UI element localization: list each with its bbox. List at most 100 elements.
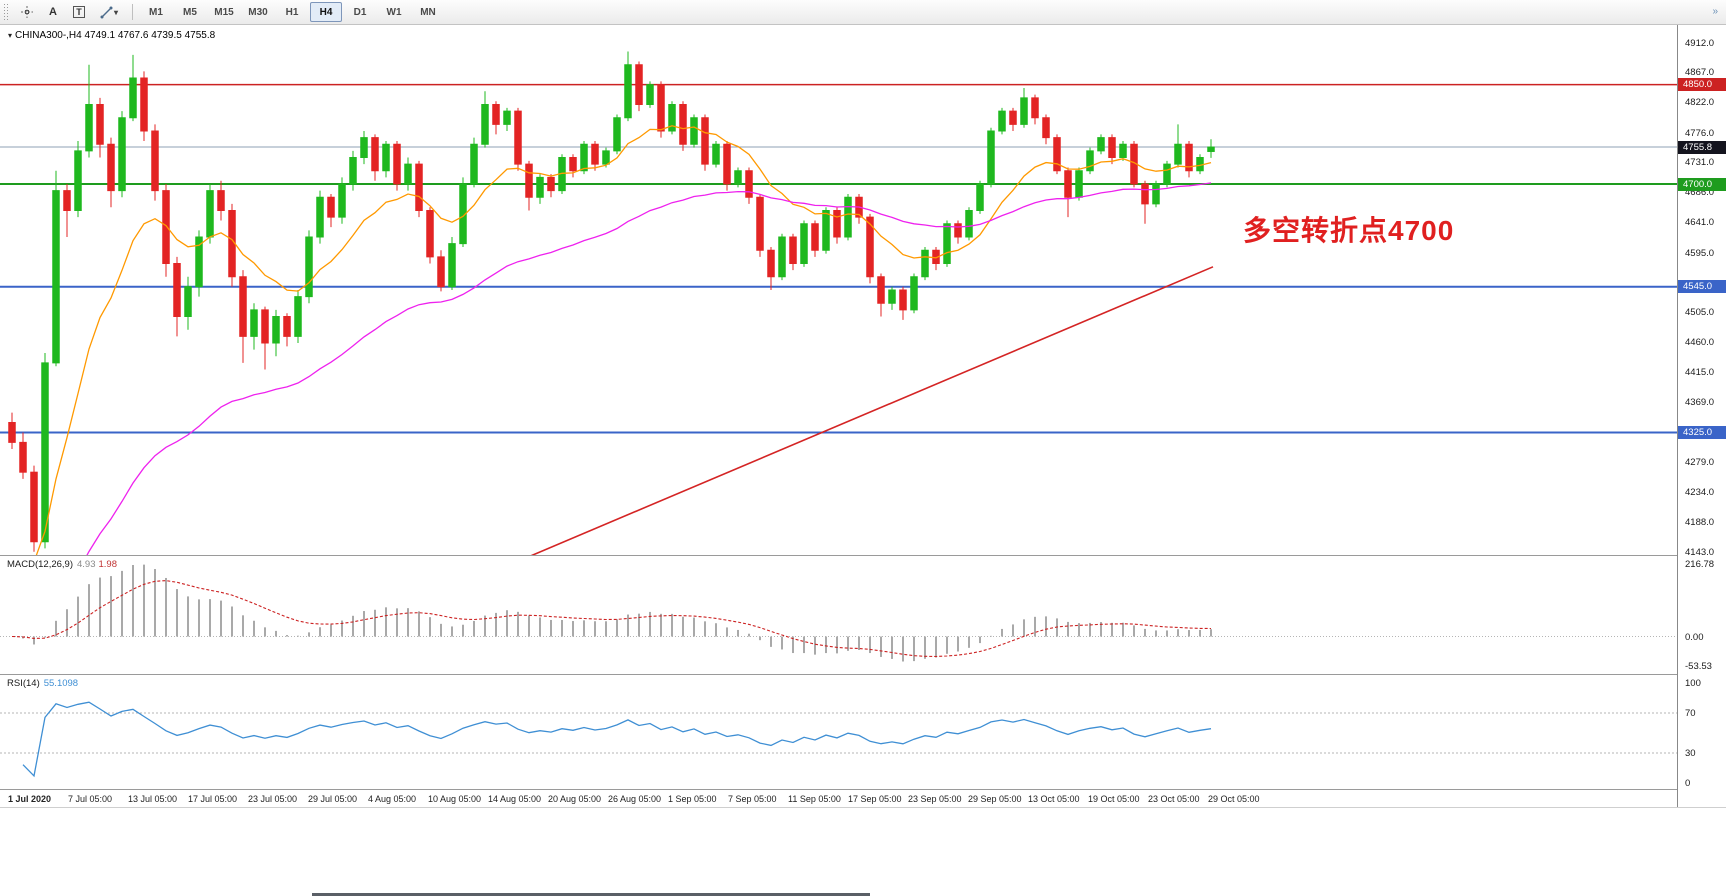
candle [635, 61, 643, 112]
candle [1108, 134, 1116, 165]
time-axis-label: 7 Jul 05:00 [68, 794, 113, 804]
candle [1207, 139, 1215, 158]
candle [591, 140, 599, 171]
toolbar-drag-handle[interactable] [3, 3, 9, 21]
collapse-icon[interactable]: ▾ [8, 31, 13, 40]
candle [305, 230, 313, 304]
rsi-panel-canvas[interactable] [0, 675, 1677, 789]
chart-annotation-text[interactable]: 多空转折点4700 [1243, 215, 1455, 246]
candle [932, 246, 940, 271]
candle [1185, 140, 1193, 178]
candle [74, 140, 82, 218]
candle [855, 193, 863, 224]
candle [250, 303, 258, 350]
symbol-ohlc-text: CHINA300-,H4 4749.1 4767.6 4739.5 4755.8 [15, 30, 216, 41]
timeframe-button-w1[interactable]: W1 [386, 6, 402, 18]
candle [173, 256, 181, 337]
candle [228, 203, 236, 287]
candle [360, 131, 368, 165]
price-axis-label: 4415.0 [1685, 366, 1715, 378]
timeframe-button-h4[interactable]: H4 [310, 2, 342, 22]
candle [525, 160, 533, 211]
candle [1042, 114, 1050, 145]
panel-separator[interactable] [0, 789, 1726, 790]
candle [107, 137, 115, 208]
macd-label: MACD(12,26,9) 4.93 1.98 [7, 559, 117, 570]
candle [1097, 134, 1105, 155]
rsi-line [22, 701, 1212, 778]
candle [1163, 160, 1171, 188]
time-axis[interactable]: 1 Jul 2020 7 Jul 05:00 13 Jul 05:00 17 Jul … [0, 790, 1677, 807]
candle [734, 167, 742, 188]
moving-average-12 [35, 125, 1212, 556]
timeframe-button-h1[interactable]: H1 [285, 6, 299, 18]
candle [85, 64, 93, 158]
time-axis-label: 23 Jul 05:00 [248, 794, 298, 804]
timeframe-button-m5[interactable]: M5 [183, 6, 197, 18]
rsi-axis-label: 100 [1685, 678, 1701, 689]
timeframe-button-m1[interactable]: M1 [149, 6, 163, 18]
time-axis-label: 11 Sep 05:00 [788, 794, 841, 804]
candle [767, 246, 775, 290]
candle [536, 174, 544, 204]
candle [789, 233, 797, 271]
price-axis[interactable]: 4912.0 4867.0 4822.0 4776.0 4731.0 4686.0 4641… [1677, 25, 1726, 807]
candle [448, 237, 456, 290]
candle [437, 250, 445, 292]
time-axis-label: 26 Aug 05:00 [608, 794, 662, 804]
candle [833, 207, 841, 244]
text-tool-button[interactable]: T [66, 2, 92, 23]
price-axis-label: 4686.0 [1685, 187, 1715, 199]
price-badge-4755.8: 4755.8 [1678, 140, 1726, 154]
candle [866, 213, 874, 284]
time-axis-label: 20 Aug 05:00 [548, 794, 602, 804]
rsi-axis-label: 70 [1685, 708, 1696, 719]
candle [415, 160, 423, 218]
candle [1009, 107, 1017, 131]
candle [800, 220, 808, 267]
candle [745, 167, 753, 204]
candle [371, 134, 379, 181]
label-tool-button[interactable]: A [40, 2, 66, 23]
time-axis-label: 10 Aug 05:00 [428, 794, 482, 804]
panel-separator[interactable] [0, 555, 1726, 556]
candle [338, 177, 346, 224]
panel-separator[interactable] [0, 674, 1726, 675]
toolbar: A T ▾ M1 M5 M15 M30 H1 H4 D1 W1 MN » [0, 0, 1726, 25]
price-axis-label: 4143.0 [1685, 547, 1715, 558]
time-axis-label: 4 Aug 05:00 [368, 794, 417, 804]
candle [1174, 124, 1182, 168]
timeframe-button-m30[interactable]: M30 [248, 6, 268, 18]
candle [569, 154, 577, 178]
price-axis-label: 4505.0 [1685, 307, 1715, 319]
rsi-value: 55.1098 [43, 678, 79, 689]
candle [547, 174, 555, 198]
candle [503, 107, 511, 131]
timeframe-button-d1[interactable]: D1 [353, 6, 367, 18]
time-axis-label: 17 Jul 05:00 [188, 794, 238, 804]
candle [129, 54, 137, 122]
candle [118, 111, 126, 198]
candle [426, 207, 434, 264]
timeframe-button-mn[interactable]: MN [420, 6, 436, 18]
price-axis-label: 4188.0 [1685, 517, 1715, 529]
moving-average-45 [85, 182, 1212, 556]
timeframe-button-m15[interactable]: M15 [214, 6, 234, 18]
candle [976, 180, 984, 214]
candle [921, 246, 929, 281]
candle [382, 140, 390, 178]
candle [492, 101, 500, 135]
time-axis-label: 7 Sep 05:00 [728, 794, 777, 804]
price-badge-4545.0: 4545.0 [1678, 280, 1726, 294]
main-chart-canvas[interactable] [0, 25, 1677, 556]
shapes-tool-button[interactable]: ▾ [92, 2, 126, 23]
trendline-object[interactable] [525, 266, 1214, 556]
crosshair-tool-button[interactable] [14, 2, 40, 23]
candle [778, 233, 786, 281]
toolbar-overflow-icon[interactable]: » [1712, 6, 1717, 17]
candle [393, 140, 401, 191]
macd-axis-label: 0.00 [1685, 631, 1704, 643]
macd-panel-canvas[interactable] [0, 556, 1677, 674]
price-axis-label: 4369.0 [1685, 397, 1715, 409]
taskbar-edge [312, 893, 870, 896]
